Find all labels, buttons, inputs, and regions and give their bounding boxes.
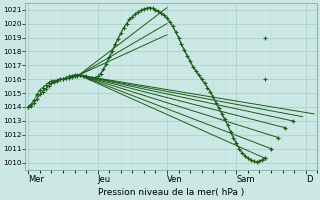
X-axis label: Pression niveau de la mer( hPa ): Pression niveau de la mer( hPa ) [98, 188, 244, 197]
